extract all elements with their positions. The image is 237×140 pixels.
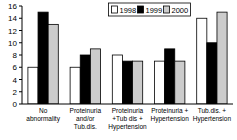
label-line: Hypertension: [108, 123, 147, 131]
legend-label: 2000: [172, 6, 189, 15]
legend-swatch: [112, 6, 118, 13]
bar: [122, 61, 132, 104]
bar: [217, 12, 227, 104]
y-tick: [19, 18, 22, 19]
bar: [197, 18, 207, 104]
legend-swatch: [164, 6, 170, 13]
y-tick: [19, 42, 22, 43]
y-tick: [19, 79, 22, 80]
x-tick-label: Noabnormality: [26, 107, 60, 123]
label-line: Hypertension: [151, 115, 190, 123]
chart: 0246810121416NoabnormalityProteinuriaand…: [0, 0, 237, 140]
y-tick-label: 8: [13, 51, 18, 60]
y-tick-label: 10: [8, 39, 17, 48]
bar: [90, 49, 100, 104]
bar: [175, 61, 185, 104]
label-line: +Tub dis +: [112, 115, 143, 122]
bar: [207, 43, 217, 104]
bar: [80, 55, 90, 104]
x-tick-label: Proteinuria +Hypertension: [151, 107, 190, 123]
bar: [48, 24, 58, 104]
y-tick-label: 4: [13, 76, 18, 85]
legend-label: 1999: [146, 6, 163, 15]
y-tick-label: 12: [8, 27, 17, 36]
y-tick-label: 6: [13, 63, 18, 72]
y-tick-label: 14: [8, 14, 17, 23]
y-tick: [19, 30, 22, 31]
x-tick-label: Proteinuria+Tub dis +Hypertension: [108, 107, 147, 131]
label-line: Hypertension: [193, 115, 232, 123]
label-line: abnormality: [26, 115, 60, 123]
y-tick: [19, 104, 22, 105]
bar: [38, 12, 48, 104]
y-tick: [19, 55, 22, 56]
label-line: Proteinuria: [112, 107, 144, 114]
legend-label: 1998: [120, 6, 137, 15]
bars: [28, 12, 227, 104]
legend-box: [109, 3, 191, 16]
bar: [70, 67, 80, 104]
bar: [165, 49, 175, 104]
x-tick-label: Proteinuriaand/orTub.dis.: [70, 107, 102, 130]
y-tick-label: 16: [8, 2, 17, 11]
x-axis: [22, 104, 233, 105]
legend: 1998 1999 2000: [109, 3, 191, 16]
label-line: Proteinuria +: [151, 107, 188, 114]
y-tick-label: 0: [13, 100, 18, 109]
label-line: Proteinuria: [70, 107, 102, 114]
label-line: Tub.dis. +: [198, 107, 227, 114]
bar: [155, 61, 165, 104]
y-tick: [19, 6, 22, 7]
bar: [28, 67, 38, 104]
label-line: and/or: [76, 115, 95, 122]
legend-swatch: [138, 6, 144, 13]
label-line: No: [39, 107, 48, 114]
y-tick-label: 2: [13, 88, 18, 97]
y-tick: [19, 91, 22, 92]
x-tick-label: Tub.dis. +Hypertension: [193, 107, 232, 123]
label-line: Tub.dis.: [74, 123, 97, 130]
bar: [133, 61, 143, 104]
bar: [112, 55, 122, 104]
y-tick: [19, 67, 22, 68]
